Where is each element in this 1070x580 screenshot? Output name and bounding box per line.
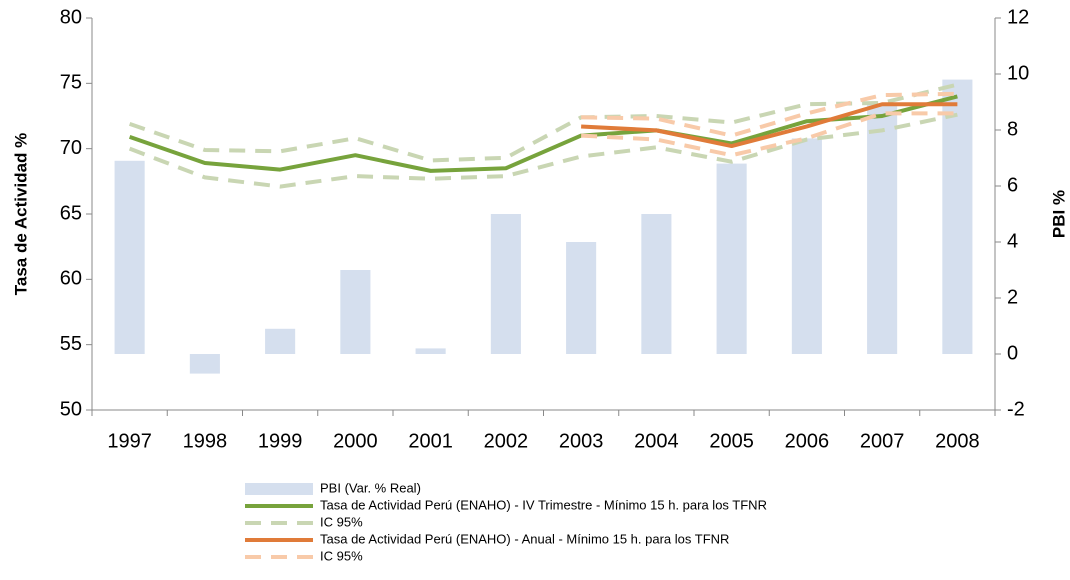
y2-tick-label: 8	[1007, 118, 1018, 140]
legend-label: IC 95%	[320, 514, 363, 529]
y2-tick-label: 12	[1007, 6, 1029, 28]
y2-tick-label: 10	[1007, 62, 1029, 84]
bar	[942, 79, 973, 354]
bar	[415, 348, 446, 354]
bar	[114, 160, 145, 354]
x-tick-label: 1997	[107, 430, 152, 452]
bar	[867, 104, 898, 354]
y2-axis-title: PBI %	[1049, 190, 1068, 238]
y-axis-title: Tasa de Actividad %	[11, 133, 30, 296]
y-tick-label: 80	[60, 6, 82, 28]
y2-tick-label: 6	[1007, 174, 1018, 196]
x-tick-label: 2001	[408, 430, 453, 452]
lines	[128, 82, 958, 189]
y-tick-label: 65	[60, 202, 82, 224]
bar	[791, 138, 822, 354]
x-tick-label: 2000	[333, 430, 378, 452]
ci-lower-line	[581, 111, 958, 158]
x-tick-label: 2002	[484, 430, 529, 452]
x-tick-label: 2007	[860, 430, 905, 452]
y2-tick-label: 2	[1007, 286, 1018, 308]
line	[128, 94, 958, 173]
y-tick-label: 70	[60, 137, 82, 159]
legend-swatch	[245, 483, 313, 495]
bar	[490, 214, 521, 354]
y-tick-label: 60	[60, 268, 82, 290]
legend-label: Tasa de Actividad Perú (ENAHO) - Anual -…	[320, 531, 729, 546]
bars	[114, 79, 973, 374]
bar	[265, 328, 296, 354]
x-tick-label: 2003	[559, 430, 604, 452]
x-tick-label: 2006	[785, 430, 830, 452]
ci-upper-line	[128, 82, 958, 163]
x-tick-label: 1998	[183, 430, 228, 452]
x-tick-label: 2005	[709, 430, 754, 452]
x-tick-label: 1999	[258, 430, 303, 452]
ci-lower-line	[128, 112, 958, 189]
y2-tick-label: 4	[1007, 230, 1018, 252]
legend-label: Tasa de Actividad Perú (ENAHO) - IV Trim…	[320, 497, 767, 512]
line	[581, 102, 958, 149]
x-tick-label: 2004	[634, 430, 679, 452]
y-tick-label: 55	[60, 333, 82, 355]
y-tick-label: 75	[60, 72, 82, 94]
bar	[340, 270, 371, 354]
bar	[641, 214, 672, 354]
legend-label: PBI (Var. % Real)	[320, 480, 421, 495]
bar	[189, 354, 220, 374]
bar	[566, 242, 597, 354]
y2-tick-label: 0	[1007, 342, 1018, 364]
y-tick-label: 50	[60, 398, 82, 420]
x-tick-label: 2008	[935, 430, 980, 452]
y2-tick-label: -2	[1007, 398, 1025, 420]
legend-label: IC 95%	[320, 548, 363, 563]
ci-upper-line	[581, 91, 958, 138]
bar	[716, 163, 747, 354]
